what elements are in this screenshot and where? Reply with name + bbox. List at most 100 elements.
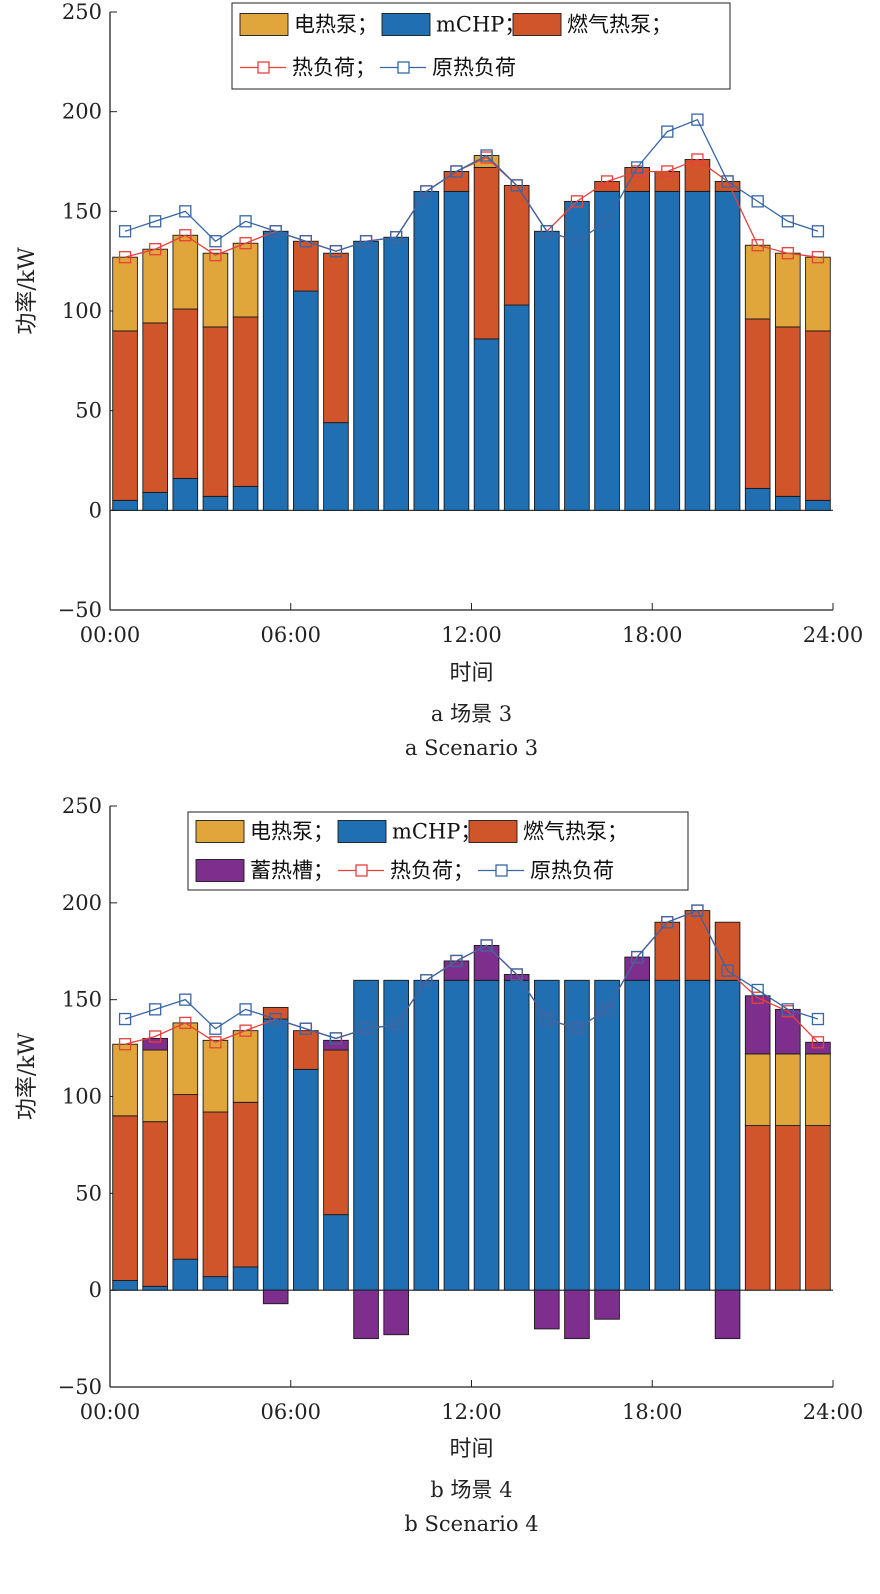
bar-mchp xyxy=(383,236,409,511)
bar-mchp xyxy=(112,1280,138,1291)
marker-orig_load xyxy=(149,1003,162,1016)
bar-gas_hp xyxy=(293,1030,319,1070)
bar-mchp xyxy=(534,979,560,1291)
bar-mchp xyxy=(202,495,229,511)
legend-swatch-mchp xyxy=(337,820,387,843)
x-tick-label: 06:00 xyxy=(260,1400,321,1424)
bar-mchp xyxy=(202,1276,229,1291)
line-orig_load xyxy=(124,909,819,1040)
legend-label-orig_load: 原热负荷 xyxy=(432,56,516,80)
marker-orig_load xyxy=(781,215,794,228)
marker-orig_load xyxy=(450,165,463,178)
legend-swatch-gas_hp xyxy=(512,13,562,36)
y-tick-label: −50 xyxy=(58,1375,102,1399)
x-tick-label: 24:00 xyxy=(803,1400,864,1424)
bar-mchp xyxy=(262,1018,289,1291)
chart-scenario-4: −50 0 50 100 150 200 250 00:00 06:00 12:00 18:00 24… xyxy=(15,794,864,1536)
x-tick-label: 12:00 xyxy=(441,623,502,647)
bar-mchp xyxy=(413,190,440,511)
y-tick-label: 200 xyxy=(62,891,102,915)
bar-mchp xyxy=(534,230,560,511)
bar-storage xyxy=(323,1039,349,1051)
marker-orig_load xyxy=(329,245,343,258)
bar-electric_hp xyxy=(172,1022,199,1096)
marker-orig_load xyxy=(721,175,734,188)
bar-electric_hp xyxy=(112,256,138,332)
legend-label-mchp: mCHP； xyxy=(436,13,525,37)
marker-orig_load xyxy=(570,1022,584,1035)
bar-electric_hp xyxy=(232,1030,259,1103)
marker-orig_load xyxy=(149,215,162,228)
marker-orig_load xyxy=(661,916,674,929)
marker-orig_load xyxy=(540,225,553,238)
legend-label-storage: 蓄热槽； xyxy=(250,859,334,883)
bar-gas_hp xyxy=(473,167,500,340)
marker-heat_load xyxy=(118,1038,132,1051)
bar-mchp xyxy=(353,979,379,1291)
bar-gas_hp xyxy=(684,910,711,981)
bar-gas_hp xyxy=(172,1094,199,1260)
marker-orig_load xyxy=(390,1018,403,1031)
marker-orig_load xyxy=(631,161,644,174)
legend-swatch-electric_hp xyxy=(239,13,289,36)
legend: 电热泵； mCHP； 燃气热泵； 热负荷； 原热负荷 xyxy=(231,2,731,90)
marker-heat_load xyxy=(118,251,132,264)
bar-mchp xyxy=(714,190,741,511)
bar-electric_hp xyxy=(744,1053,771,1127)
bar-mchp xyxy=(293,290,319,511)
bar-mchp xyxy=(744,487,771,511)
bar-gas_hp xyxy=(744,1125,771,1291)
bar-storage xyxy=(383,1289,409,1336)
marker-orig_load xyxy=(269,1012,282,1026)
bar-storage xyxy=(594,1289,620,1320)
bar-mchp xyxy=(624,979,650,1291)
marker-orig_load xyxy=(179,993,192,1006)
bar-storage xyxy=(443,960,470,981)
line-heat_load xyxy=(124,909,819,1045)
marker-orig_load xyxy=(781,1003,794,1016)
bar-gas_hp xyxy=(775,1125,801,1291)
bar-gas_hp xyxy=(323,252,349,424)
chart-scenario-3: −50 0 50 100 150 200 250 00:00 06:00 12:00 18:00 24… xyxy=(15,0,864,760)
y-axis-label: 功率/kW xyxy=(15,247,40,335)
bar-gas_hp xyxy=(232,316,259,487)
marker-heat_load xyxy=(149,243,162,256)
bar-mchp xyxy=(684,979,711,1291)
marker-orig_load xyxy=(179,205,192,218)
marker-orig_load xyxy=(420,974,433,987)
marker-orig_load xyxy=(269,225,282,238)
marker-orig_load xyxy=(359,235,373,248)
bar-mchp xyxy=(413,979,440,1291)
bar-gas_hp xyxy=(202,1111,229,1278)
bar-mchp xyxy=(654,190,681,511)
bars-group xyxy=(112,155,831,511)
bar-mchp xyxy=(564,200,590,511)
legend-swatch-storage xyxy=(195,859,245,882)
marker-orig_load xyxy=(239,1003,252,1016)
marker-heat_load xyxy=(781,247,794,260)
legend-label-electric_hp: 电热泵； xyxy=(294,13,378,37)
marker-heat_load xyxy=(661,165,674,178)
x-tick-label: 24:00 xyxy=(803,623,864,647)
legend-label-heat_load: 热负荷； xyxy=(292,56,376,80)
bar-storage xyxy=(624,956,650,981)
marker-heat_load xyxy=(149,1030,162,1043)
bar-electric_hp xyxy=(232,242,259,318)
legend-box xyxy=(231,2,731,90)
marker-orig_load xyxy=(811,225,825,238)
line-orig_load xyxy=(124,118,819,252)
bar-mchp xyxy=(383,979,409,1291)
y-tick-label: 0 xyxy=(89,1278,102,1302)
y-tick-label: 200 xyxy=(62,100,102,124)
bar-mchp xyxy=(323,1214,349,1291)
bar-mchp xyxy=(112,499,138,511)
bar-gas_hp xyxy=(112,1115,138,1281)
bar-mchp xyxy=(564,979,590,1291)
marker-heat_load xyxy=(239,1024,252,1037)
bar-mchp xyxy=(262,230,289,511)
marker-orig_load xyxy=(480,149,493,162)
bar-gas_hp xyxy=(775,326,801,497)
y-tick-label: 50 xyxy=(75,1181,102,1205)
bar-gas_hp xyxy=(805,1125,831,1291)
marker-heat_load xyxy=(751,991,764,1004)
